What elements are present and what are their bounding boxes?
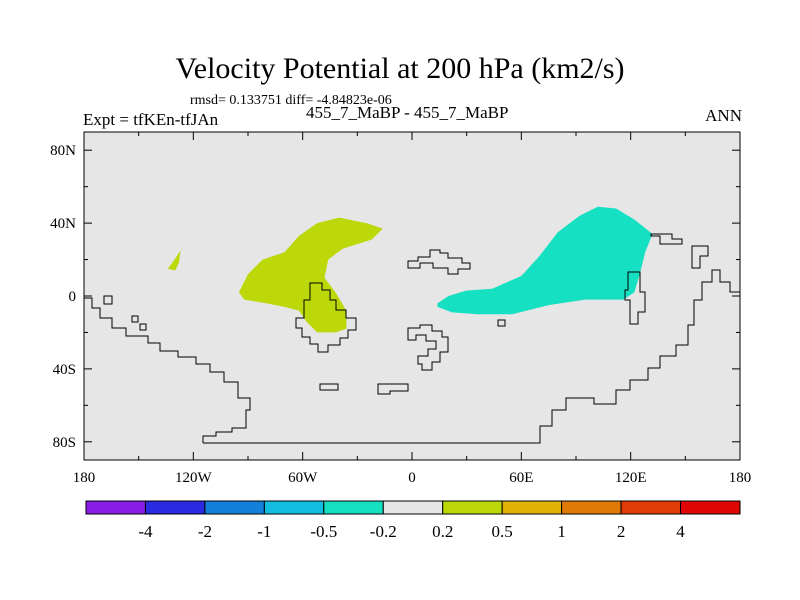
x-tick-label: 120W — [175, 470, 213, 486]
colorbar-label: -0.5 — [310, 522, 337, 541]
contour-region-0 — [238, 217, 383, 333]
chart-title: Velocity Potential at 200 hPa (km2/s) — [175, 52, 625, 85]
y-tick-label: 40S — [53, 362, 76, 378]
coastline-africa — [407, 249, 471, 275]
colorbar-swatch — [561, 500, 622, 515]
colorbar-swatch — [85, 500, 146, 515]
colorbar-swatch — [501, 500, 563, 515]
coastline-islands — [103, 295, 409, 395]
colorbar-label: -0.2 — [370, 522, 397, 541]
colorbar-swatch — [204, 500, 265, 515]
map-background — [84, 132, 740, 460]
coastlines — [83, 233, 740, 444]
colorbar-label: 1 — [557, 522, 566, 541]
colorbar-label: 2 — [617, 522, 626, 541]
colorbar-swatch — [263, 500, 325, 515]
experiment-label: Expt = tfKEn-tfJAn — [83, 110, 219, 129]
x-tick-label: 60W — [288, 470, 318, 486]
x-tick-label: 180 — [73, 470, 96, 486]
colorbar-label: 4 — [676, 522, 685, 541]
colorbar: -4 -2 -1 -0.5 -0.2 0.2 0.5 1 2 4 — [85, 500, 741, 541]
season-label: ANN — [705, 106, 742, 125]
contour-regions — [167, 206, 653, 333]
colorbar-label: -4 — [138, 522, 153, 541]
colorbar-swatch — [323, 500, 384, 515]
contour-region-2 — [437, 206, 653, 315]
coastline-africa-south — [407, 324, 449, 371]
colorbar-label: -2 — [198, 522, 212, 541]
contour-region-1 — [167, 250, 181, 271]
coastline-antarctica — [83, 269, 740, 444]
x-axis-ticks: 180 120W 60W 0 60E 120E 180 — [73, 132, 752, 486]
colorbar-swatch — [620, 500, 682, 515]
y-tick-label: 80N — [50, 143, 76, 159]
cases-label: 455_7_MaBP - 455_7_MaBP — [306, 103, 509, 122]
coastline-south-america — [295, 282, 357, 353]
colorbar-swatch — [382, 500, 444, 515]
coastline-asia — [497, 233, 709, 327]
y-tick-label: 40N — [50, 216, 76, 232]
x-tick-label: 60E — [509, 470, 533, 486]
x-tick-label: 120E — [615, 470, 647, 486]
colorbar-swatch — [442, 500, 503, 515]
y-axis-ticks: 80N 40N 0 40S 80S — [50, 143, 740, 451]
x-tick-label: 180 — [729, 470, 752, 486]
colorbar-label: 0.2 — [432, 522, 453, 541]
colorbar-label: 0.5 — [492, 522, 513, 541]
y-tick-label: 80S — [53, 435, 76, 451]
x-tick-label: 0 — [408, 470, 416, 486]
colorbar-label: -1 — [257, 522, 271, 541]
rmsd-label: rmsd= 0.133751 diff= -4.84823e-06 — [190, 93, 392, 108]
colorbar-swatch — [680, 500, 741, 515]
colorbar-swatch — [144, 500, 206, 515]
y-tick-label: 0 — [69, 289, 77, 305]
